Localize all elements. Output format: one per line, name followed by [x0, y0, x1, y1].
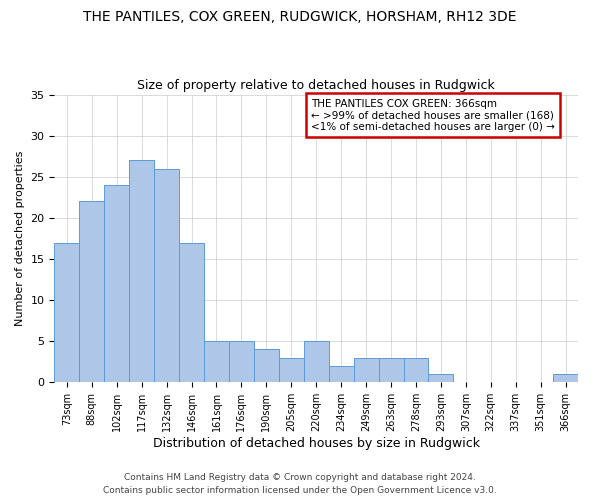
- X-axis label: Distribution of detached houses by size in Rudgwick: Distribution of detached houses by size …: [153, 437, 480, 450]
- Bar: [204, 341, 229, 382]
- Bar: [279, 358, 304, 382]
- Text: THE PANTILES COX GREEN: 366sqm
← >99% of detached houses are smaller (168)
<1% o: THE PANTILES COX GREEN: 366sqm ← >99% of…: [311, 98, 555, 132]
- Bar: [154, 168, 179, 382]
- Bar: [353, 358, 379, 382]
- Bar: [553, 374, 578, 382]
- Bar: [329, 366, 353, 382]
- Bar: [428, 374, 454, 382]
- Bar: [129, 160, 154, 382]
- Bar: [179, 242, 204, 382]
- Bar: [404, 358, 428, 382]
- Bar: [254, 350, 279, 382]
- Bar: [304, 341, 329, 382]
- Text: Contains HM Land Registry data © Crown copyright and database right 2024.
Contai: Contains HM Land Registry data © Crown c…: [103, 474, 497, 495]
- Bar: [229, 341, 254, 382]
- Bar: [379, 358, 404, 382]
- Bar: [104, 185, 129, 382]
- Y-axis label: Number of detached properties: Number of detached properties: [15, 151, 25, 326]
- Title: Size of property relative to detached houses in Rudgwick: Size of property relative to detached ho…: [137, 79, 495, 92]
- Bar: [79, 202, 104, 382]
- Text: THE PANTILES, COX GREEN, RUDGWICK, HORSHAM, RH12 3DE: THE PANTILES, COX GREEN, RUDGWICK, HORSH…: [83, 10, 517, 24]
- Bar: [55, 242, 79, 382]
